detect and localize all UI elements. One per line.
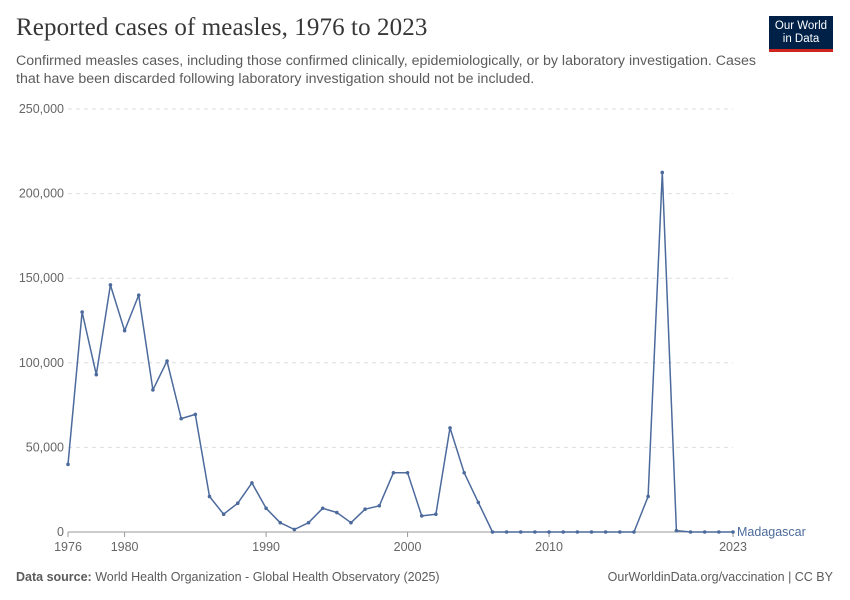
logo-line-1: Our World (774, 20, 828, 32)
data-point[interactable] (533, 530, 537, 534)
data-point[interactable] (476, 500, 481, 505)
data-point[interactable] (335, 510, 339, 515)
data-point[interactable] (504, 530, 509, 534)
y-tick-label: 50,000 (26, 440, 64, 454)
data-point[interactable] (80, 310, 84, 314)
y-tick-label: 100,000 (19, 356, 64, 370)
data-point[interactable] (179, 416, 183, 421)
data-source-text: World Health Organization - Global Healt… (95, 570, 440, 584)
data-point[interactable] (419, 514, 424, 518)
data-source: Data source: World Health Organization -… (16, 570, 440, 584)
data-point[interactable] (320, 506, 325, 511)
chart-subtitle: Confirmed measles cases, including those… (16, 53, 756, 87)
data-point[interactable] (490, 530, 495, 534)
data-point[interactable] (108, 283, 113, 287)
x-tick-label: 2023 (719, 540, 747, 554)
x-tick-label: 2000 (394, 540, 422, 554)
data-point[interactable] (207, 494, 212, 499)
data-point[interactable] (94, 372, 99, 377)
owid-logo[interactable]: Our World in Data (769, 16, 833, 52)
data-source-label: Data source: (16, 570, 92, 584)
y-tick-label: 250,000 (19, 102, 64, 116)
y-tick-label: 200,000 (19, 187, 64, 201)
data-point[interactable] (688, 530, 693, 534)
data-point[interactable] (221, 512, 226, 517)
data-point[interactable] (136, 293, 141, 297)
data-point[interactable] (306, 520, 311, 525)
data-point[interactable] (250, 481, 254, 485)
logo-line-2: in Data (782, 33, 820, 45)
data-point[interactable] (122, 328, 127, 333)
data-point[interactable] (235, 501, 240, 506)
data-point[interactable] (193, 412, 198, 417)
data-point[interactable] (674, 528, 679, 533)
data-point[interactable] (547, 530, 551, 534)
data-point[interactable] (561, 530, 566, 534)
series-line[interactable] (67, 171, 733, 533)
x-tick-label: 2010 (535, 540, 563, 554)
series-label[interactable]: Madagascar (737, 525, 806, 539)
data-point[interactable] (462, 470, 466, 475)
data-point[interactable] (702, 530, 707, 534)
data-point[interactable] (264, 506, 268, 511)
data-point[interactable] (646, 494, 650, 499)
data-point[interactable] (448, 426, 452, 430)
x-tick-label: 1976 (54, 540, 82, 554)
data-point[interactable] (292, 527, 297, 532)
data-point[interactable] (589, 530, 594, 534)
y-tick-label: 0 (57, 525, 64, 539)
data-point[interactable] (151, 388, 155, 392)
y-tick-label: 150,000 (19, 271, 64, 285)
data-point[interactable] (717, 530, 721, 534)
footer-link[interactable]: OurWorldinData.org/vaccination | CC BY (607, 570, 833, 584)
data-point[interactable] (377, 503, 382, 508)
data-point[interactable] (405, 470, 410, 475)
data-point[interactable] (66, 462, 70, 467)
data-point[interactable] (391, 470, 396, 475)
data-point[interactable] (434, 512, 438, 517)
data-point[interactable] (363, 507, 367, 511)
chart-title: Reported cases of measles, 1976 to 2023 (16, 14, 428, 41)
data-point[interactable] (603, 530, 608, 534)
data-point[interactable] (632, 530, 636, 534)
data-point[interactable] (349, 520, 353, 525)
x-tick-label: 1980 (111, 540, 139, 554)
data-point[interactable] (575, 530, 580, 534)
data-point[interactable] (660, 170, 665, 175)
data-point[interactable] (165, 359, 169, 363)
data-point[interactable] (518, 530, 523, 534)
data-point[interactable] (618, 530, 622, 534)
data-point[interactable] (731, 530, 735, 534)
data-point[interactable] (278, 520, 283, 525)
x-tick-label: 1990 (252, 540, 280, 554)
